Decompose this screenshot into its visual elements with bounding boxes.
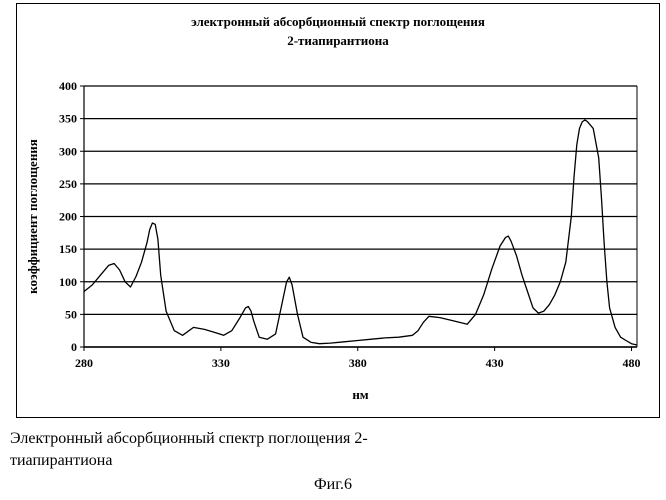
x-tick-label-430: 430 — [486, 356, 504, 370]
y-tick-label-400: 400 — [59, 79, 77, 93]
series-line-0 — [84, 120, 637, 345]
caption-line-2: тиапирантиона — [10, 452, 112, 470]
y-tick-label-300: 300 — [59, 144, 77, 158]
x-tick-label-280: 280 — [75, 356, 93, 370]
x-tick-label-380: 380 — [349, 356, 367, 370]
x-tick-label-330: 330 — [212, 356, 230, 370]
y-tick-label-50: 50 — [65, 307, 77, 321]
y-axis-label: коэффициент поглощения — [25, 139, 40, 294]
chart-title-line-1: электронный абсорбционный спектр поглоще… — [16, 14, 660, 30]
y-tick-label-0: 0 — [71, 340, 77, 354]
chart-frame: 0 50 100 150 200 250 300 350 400 280 330 380 430 480 н… — [16, 3, 660, 418]
y-tick-label-200: 200 — [59, 210, 77, 224]
caption-line-1: Электронный абсорбционный спектр поглоще… — [10, 430, 368, 448]
chart-title-line-2: 2-тиапирантиона — [16, 33, 660, 49]
x-tick-label-480: 480 — [623, 356, 641, 370]
y-tick-label-150: 150 — [59, 242, 77, 256]
figure-label: Фиг.6 — [0, 476, 666, 494]
x-axis-label: нм — [352, 387, 368, 402]
y-tick-label-100: 100 — [59, 275, 77, 289]
chart-svg: 0 50 100 150 200 250 300 350 400 280 330 380 430 480 н… — [17, 4, 661, 419]
y-tick-label-250: 250 — [59, 177, 77, 191]
y-tick-label-350: 350 — [59, 112, 77, 126]
